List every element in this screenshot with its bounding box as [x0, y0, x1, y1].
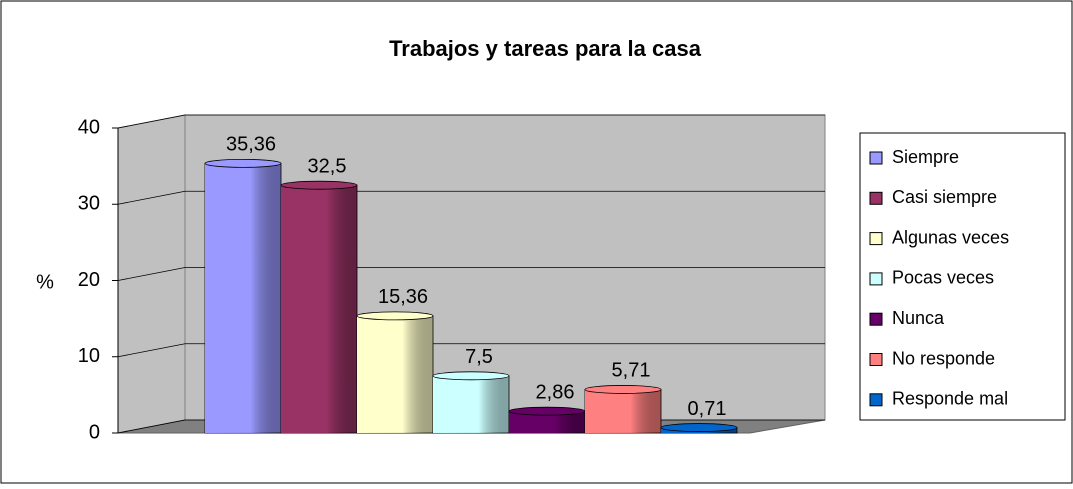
data-label: 32,5 — [308, 155, 347, 177]
legend — [859, 132, 1066, 421]
legend-swatch — [869, 151, 883, 165]
legend-swatch — [869, 232, 883, 246]
bar-top — [432, 371, 510, 381]
bar-top — [356, 311, 434, 321]
legend-label: Responde mal — [892, 389, 1008, 409]
data-label: 5,71 — [612, 360, 651, 382]
legend-swatch — [869, 272, 883, 286]
data-label: 2,86 — [536, 381, 575, 403]
bar-top — [508, 406, 586, 416]
data-label: 35,36 — [226, 134, 276, 156]
legend-swatch — [869, 353, 883, 366]
data-label: 0,71 — [688, 398, 727, 420]
bar-top — [280, 180, 358, 190]
bar-shade — [585, 389, 661, 433]
y-tick-label: 20 — [78, 269, 100, 291]
grid-line — [117, 114, 825, 129]
y-tick-label: 0 — [89, 421, 100, 443]
bar-shade — [509, 411, 585, 433]
bar-shade — [433, 375, 509, 433]
legend-label: Siempre — [892, 147, 959, 167]
data-label: 15,36 — [378, 286, 428, 308]
legend-label: No responde — [892, 348, 995, 368]
legend-label: Algunas veces — [892, 227, 1009, 247]
y-tick-label: 30 — [78, 193, 100, 215]
y-tick-label: 10 — [78, 345, 100, 367]
grid-line — [117, 190, 825, 205]
legend-swatch — [869, 312, 883, 326]
grid-line — [117, 267, 825, 281]
legend-swatch — [869, 191, 883, 205]
bar-top — [204, 158, 282, 168]
bar-shade — [205, 163, 281, 433]
y-axis-label: % — [36, 271, 54, 293]
bar-top — [660, 423, 738, 432]
grid-line — [117, 343, 825, 358]
legend-label: Casi siempre — [892, 187, 997, 207]
y-tick-label: 40 — [78, 116, 100, 138]
legend-label: Nunca — [892, 308, 945, 328]
bar-shade — [281, 185, 357, 433]
legend-label: Pocas veces — [892, 268, 994, 288]
data-label: 7,5 — [465, 346, 493, 368]
chart-title: Trabajos y tareas para la casa — [389, 36, 702, 61]
legend-swatch — [869, 393, 883, 407]
bar-top — [584, 385, 662, 394]
bar-shade — [357, 315, 433, 433]
